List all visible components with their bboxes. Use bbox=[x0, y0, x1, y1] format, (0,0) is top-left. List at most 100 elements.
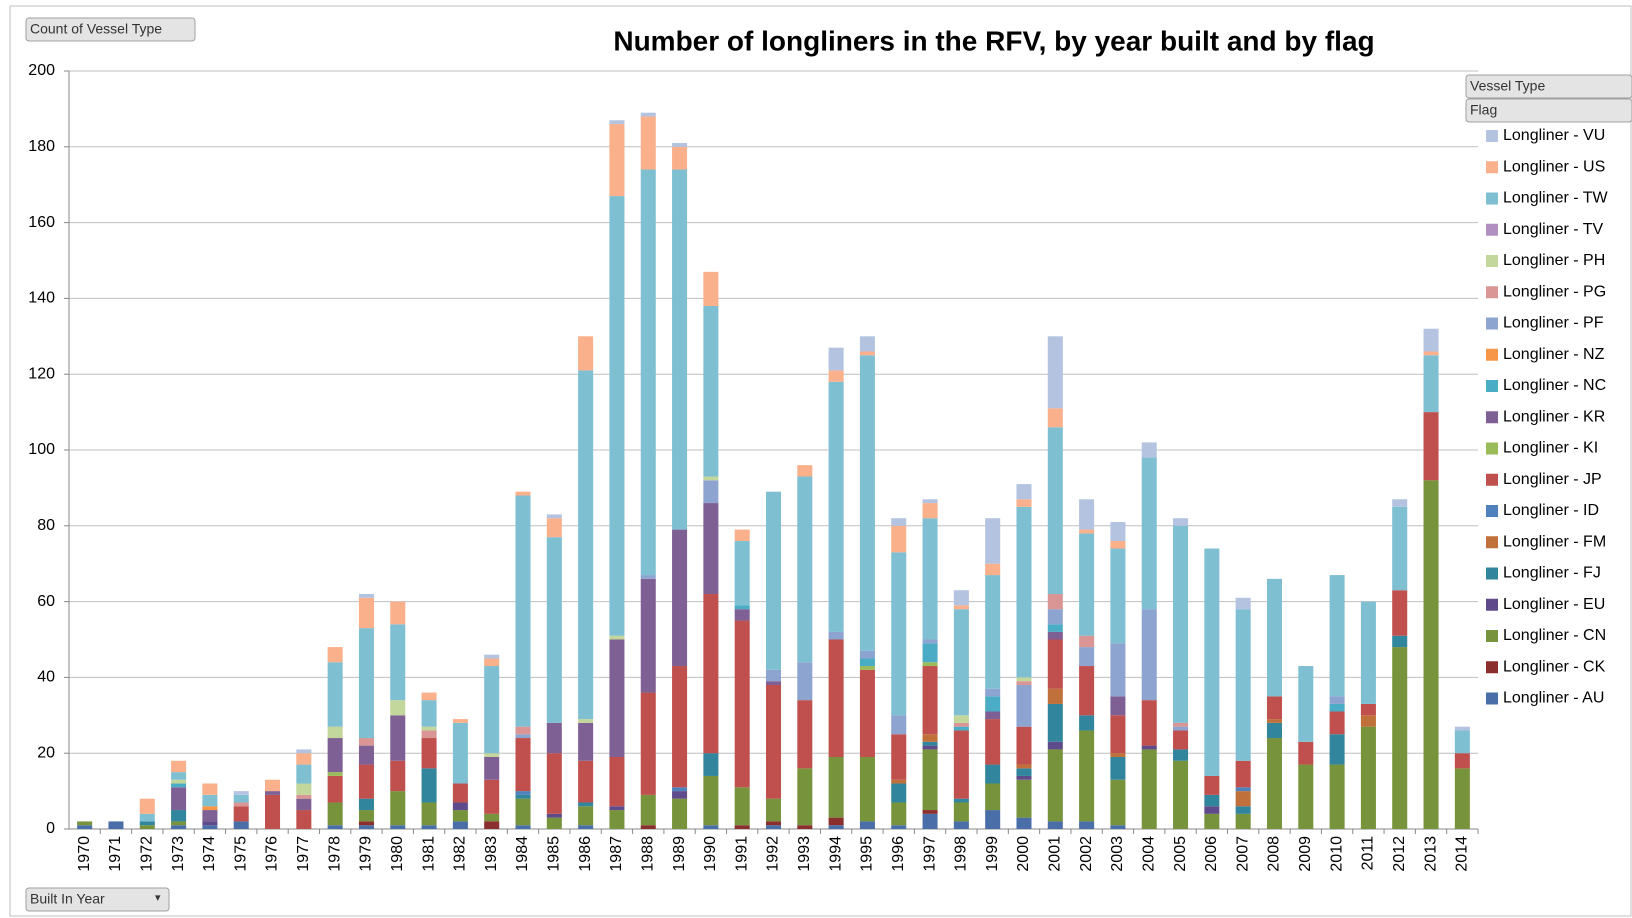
bar-segment bbox=[640, 794, 656, 826]
bar-segment bbox=[703, 480, 719, 504]
axis-field-button[interactable]: Built In Year ▾ bbox=[25, 887, 170, 912]
x-tick-label: 2008 bbox=[1266, 836, 1283, 872]
x-tick-label: 1977 bbox=[295, 836, 312, 872]
bar-segment bbox=[452, 783, 468, 803]
bar-segment bbox=[1016, 681, 1032, 685]
x-tick-label: 1987 bbox=[608, 836, 625, 872]
bar-segment bbox=[1141, 457, 1157, 610]
bar-segment bbox=[1110, 643, 1126, 697]
bar-segment bbox=[484, 821, 500, 829]
bar-segment bbox=[358, 821, 374, 826]
x-tick-label: 1976 bbox=[264, 836, 281, 872]
bar-segment bbox=[390, 601, 406, 625]
x-tick-label: 1985 bbox=[546, 836, 563, 872]
bar-segment bbox=[421, 738, 437, 769]
bar-segment bbox=[327, 662, 343, 727]
bar-segment bbox=[672, 143, 688, 147]
bar-segment bbox=[1392, 647, 1408, 829]
y-tick-label: 100 bbox=[28, 441, 55, 458]
bar-segment bbox=[327, 726, 343, 739]
bar-segment bbox=[1016, 817, 1032, 829]
bar-segment bbox=[765, 825, 782, 829]
y-tick-label: 80 bbox=[37, 517, 55, 534]
bar-segment bbox=[578, 806, 594, 826]
x-tick-label: 2014 bbox=[1454, 836, 1471, 872]
legend-label: Longliner - CK bbox=[1503, 658, 1606, 675]
legend-swatch bbox=[1486, 192, 1498, 205]
bar-segment bbox=[1079, 666, 1095, 716]
bar-segment bbox=[171, 779, 187, 784]
bar-segment bbox=[1110, 522, 1126, 541]
bar-segment bbox=[1266, 578, 1282, 697]
bar-segment bbox=[1047, 741, 1063, 750]
bar-segment bbox=[922, 741, 938, 746]
legend-swatch bbox=[1486, 286, 1498, 299]
x-tick-label: 1974 bbox=[201, 836, 218, 872]
bar-segment bbox=[765, 684, 782, 799]
bar-segment bbox=[1173, 730, 1189, 750]
bar-segment bbox=[859, 351, 875, 356]
bar-segment bbox=[327, 647, 343, 663]
legend-field-button[interactable]: Vessel Type bbox=[1465, 74, 1632, 99]
bar-segment bbox=[922, 813, 938, 829]
bar-segment bbox=[296, 794, 312, 799]
bar-segment bbox=[1047, 821, 1063, 829]
bar-segment bbox=[327, 802, 343, 826]
button-bg bbox=[1465, 74, 1632, 99]
x-tick-label: 1984 bbox=[514, 836, 531, 872]
bar-segment bbox=[233, 794, 249, 803]
bar-segment bbox=[139, 825, 155, 829]
bar-segment bbox=[953, 590, 969, 606]
bar-segment bbox=[108, 821, 124, 829]
y-tick-label: 160 bbox=[28, 214, 55, 231]
bar-segment bbox=[734, 825, 750, 829]
bar-segment bbox=[1329, 764, 1345, 829]
legend-label: Longliner - ID bbox=[1503, 502, 1599, 519]
legend-label: Longliner - PF bbox=[1503, 315, 1604, 332]
legend-field-button[interactable]: Flag bbox=[1465, 98, 1632, 123]
bar-segment bbox=[1423, 412, 1439, 481]
legend-label: Longliner - PG bbox=[1503, 283, 1606, 300]
bar-segment bbox=[202, 810, 218, 822]
bar-segment bbox=[953, 821, 969, 829]
x-tick-label: 1970 bbox=[76, 836, 93, 872]
button-label: Count of Vessel Type bbox=[30, 21, 162, 37]
bar-segment bbox=[1329, 734, 1345, 765]
bar-segment bbox=[202, 783, 218, 795]
button-label: Vessel Type bbox=[1470, 78, 1545, 94]
button-bg bbox=[25, 17, 196, 42]
bar-segment bbox=[828, 639, 844, 757]
x-tick-label: 1979 bbox=[358, 836, 375, 872]
y-tick-label: 120 bbox=[28, 365, 55, 382]
bar-segment bbox=[640, 692, 656, 795]
x-tick-label: 1978 bbox=[326, 836, 343, 872]
x-tick-label: 1986 bbox=[577, 836, 594, 872]
bar-segment bbox=[765, 798, 782, 822]
bar-segment bbox=[922, 499, 938, 504]
bar-segment bbox=[578, 370, 594, 720]
bar-segment bbox=[1047, 631, 1063, 640]
bar-segment bbox=[985, 764, 1001, 784]
value-field-button[interactable]: Count of Vessel Type bbox=[25, 17, 196, 42]
bar-segment bbox=[202, 825, 218, 829]
bar-segment bbox=[1360, 601, 1376, 704]
bar-segment bbox=[202, 821, 218, 826]
legend-label: Longliner - US bbox=[1503, 158, 1605, 175]
x-tick-label: 1993 bbox=[796, 836, 813, 872]
bar-segment bbox=[953, 609, 969, 716]
bar-segment bbox=[1141, 442, 1157, 458]
bar-segment bbox=[578, 825, 594, 829]
bar-segment bbox=[797, 700, 813, 769]
bar-segment bbox=[828, 631, 844, 640]
bar-segment bbox=[985, 783, 1001, 811]
bar-segment bbox=[922, 745, 938, 750]
bar-segment bbox=[327, 738, 343, 773]
bar-segment bbox=[703, 503, 719, 595]
legend-swatch bbox=[1486, 380, 1498, 392]
y-tick-label: 20 bbox=[37, 744, 55, 761]
bar-segment bbox=[1016, 684, 1032, 727]
legend-swatch bbox=[1486, 317, 1498, 330]
x-tick-label: 2004 bbox=[1140, 836, 1157, 872]
bar-segment bbox=[1079, 635, 1095, 648]
bar-segment bbox=[233, 821, 249, 829]
